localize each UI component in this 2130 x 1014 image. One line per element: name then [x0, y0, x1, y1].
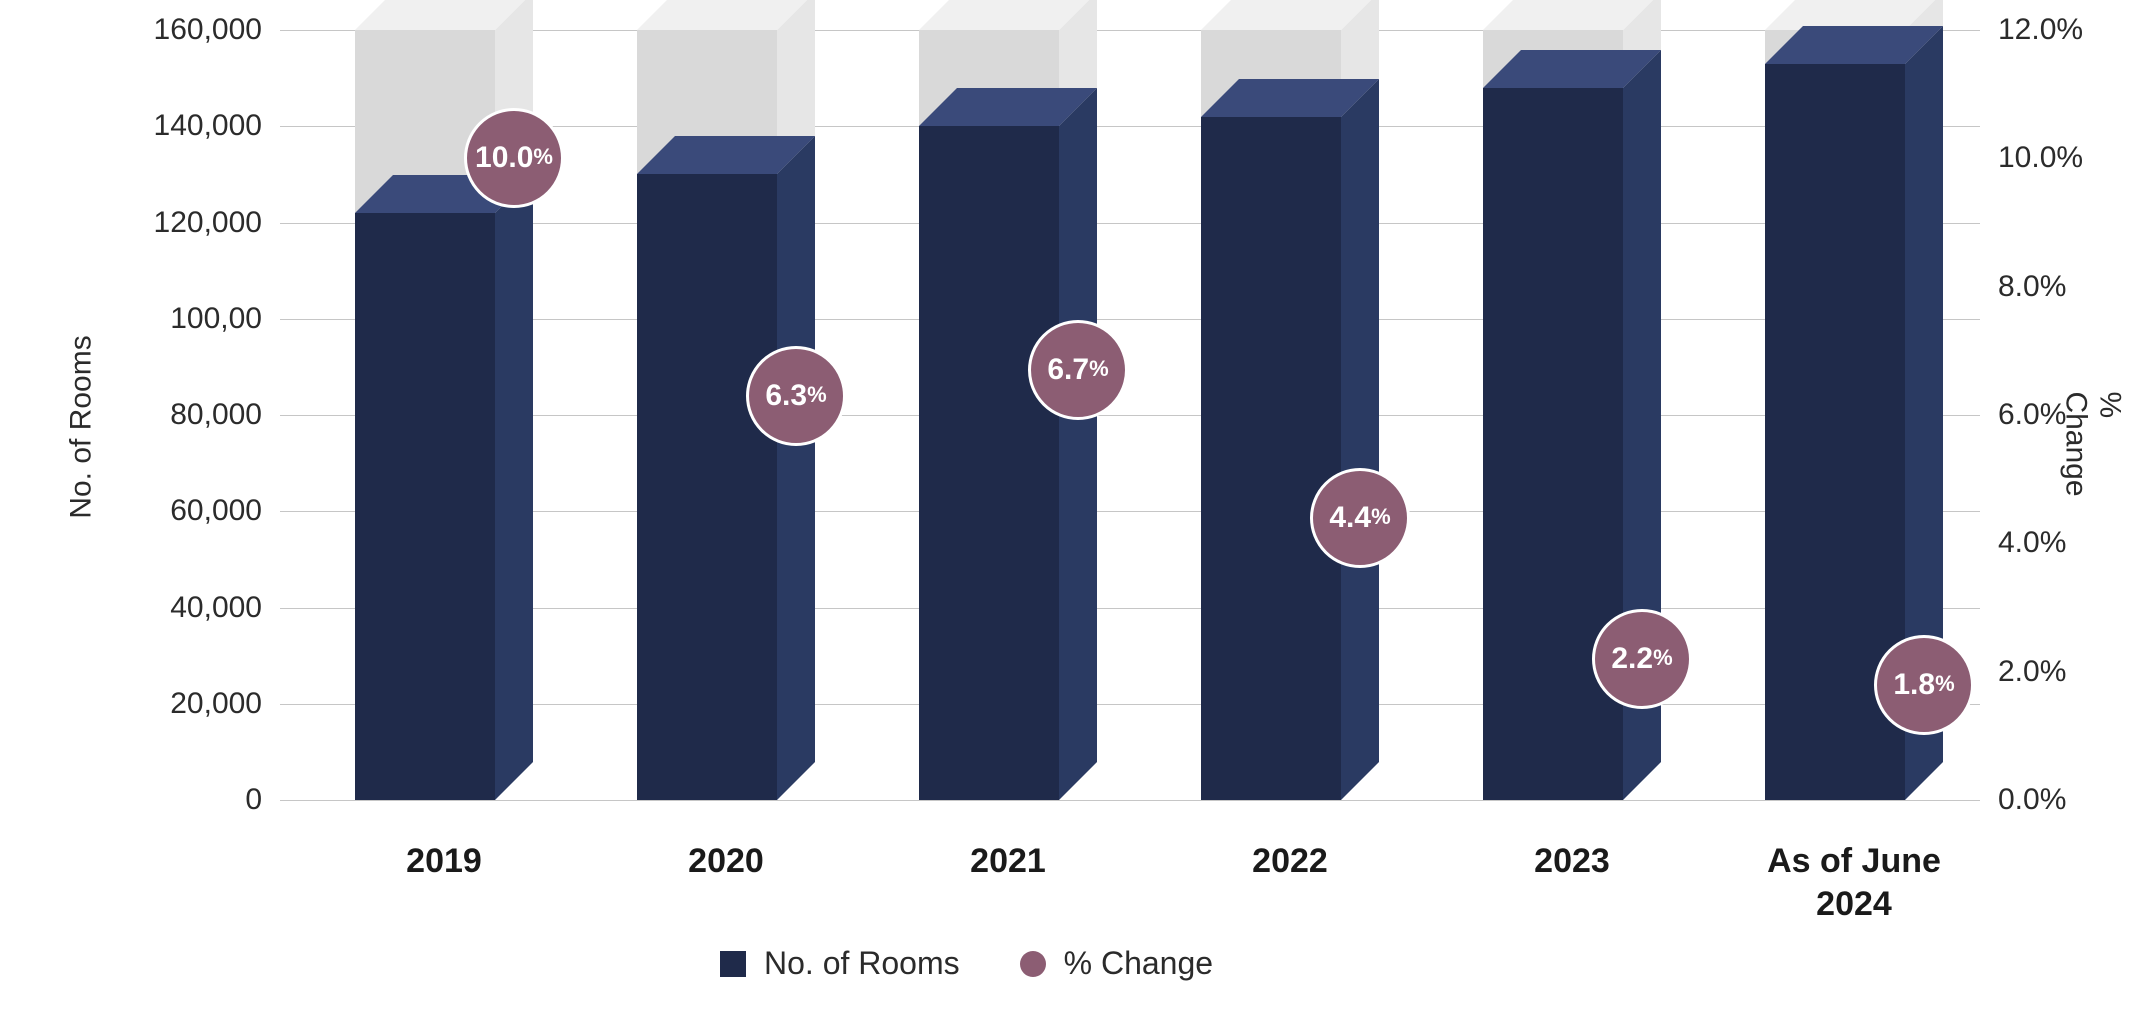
- y-right-tick-label: 12.0%: [1998, 13, 2083, 47]
- gridline: [280, 30, 1980, 31]
- x-category-label: 2019: [406, 840, 482, 883]
- pct-change-bubble: 6.7%: [1028, 320, 1128, 420]
- y-left-axis-label: No. of Rooms: [65, 335, 99, 518]
- rooms-chart: No. of Rooms % Change 020,00040,00060,00…: [0, 0, 2130, 1014]
- pct-change-bubble: 4.4%: [1310, 468, 1410, 568]
- bar: [1201, 117, 1341, 800]
- pct-change-bubble: 1.8%: [1874, 635, 1974, 735]
- bar: [1483, 88, 1623, 800]
- legend-rooms-label: No. of Rooms: [764, 945, 960, 982]
- plot-area: 020,00040,00060,00080,000100,00120,00014…: [280, 30, 1980, 800]
- gridline: [280, 704, 1980, 705]
- gridline: [280, 608, 1980, 609]
- bar: [919, 126, 1059, 800]
- x-category-label: 2020: [688, 840, 764, 883]
- y-right-tick-label: 6.0%: [1998, 398, 2066, 432]
- y-right-axis-label: % Change: [2059, 391, 2127, 496]
- y-right-tick-label: 2.0%: [1998, 655, 2066, 689]
- legend-item-pct: % Change: [1020, 945, 1213, 982]
- pct-change-bubble: 10.0%: [464, 108, 564, 208]
- y-left-tick-label: 80,000: [170, 398, 262, 432]
- y-right-tick-label: 8.0%: [1998, 270, 2066, 304]
- pct-change-bubble: 6.3%: [746, 346, 846, 446]
- y-right-tick-label: 10.0%: [1998, 141, 2083, 175]
- gridline: [280, 511, 1980, 512]
- y-left-tick-label: 100,00: [170, 302, 262, 336]
- gridline: [280, 319, 1980, 320]
- y-left-tick-label: 20,000: [170, 687, 262, 721]
- legend-pct-label: % Change: [1064, 945, 1213, 982]
- legend-square-icon: [720, 951, 746, 977]
- gridline: [280, 223, 1980, 224]
- y-left-tick-label: 0: [245, 783, 262, 817]
- bar: [637, 174, 777, 800]
- legend-item-rooms: No. of Rooms: [720, 945, 960, 982]
- y-left-tick-label: 40,000: [170, 591, 262, 625]
- gridline: [280, 800, 1980, 801]
- y-left-tick-label: 120,000: [154, 206, 262, 240]
- y-left-tick-label: 60,000: [170, 494, 262, 528]
- x-category-label: 2022: [1252, 840, 1328, 883]
- pct-change-bubble: 2.2%: [1592, 609, 1692, 709]
- gridline: [280, 415, 1980, 416]
- x-category-label: 2023: [1534, 840, 1610, 883]
- legend-circle-icon: [1020, 951, 1046, 977]
- y-left-tick-label: 140,000: [154, 109, 262, 143]
- y-right-tick-label: 4.0%: [1998, 526, 2066, 560]
- chart-legend: No. of Rooms % Change: [720, 945, 1213, 982]
- x-category-label: As of June2024: [1767, 840, 1941, 925]
- y-left-tick-label: 160,000: [154, 13, 262, 47]
- bar: [355, 213, 495, 800]
- x-category-label: 2021: [970, 840, 1046, 883]
- y-right-tick-label: 0.0%: [1998, 783, 2066, 817]
